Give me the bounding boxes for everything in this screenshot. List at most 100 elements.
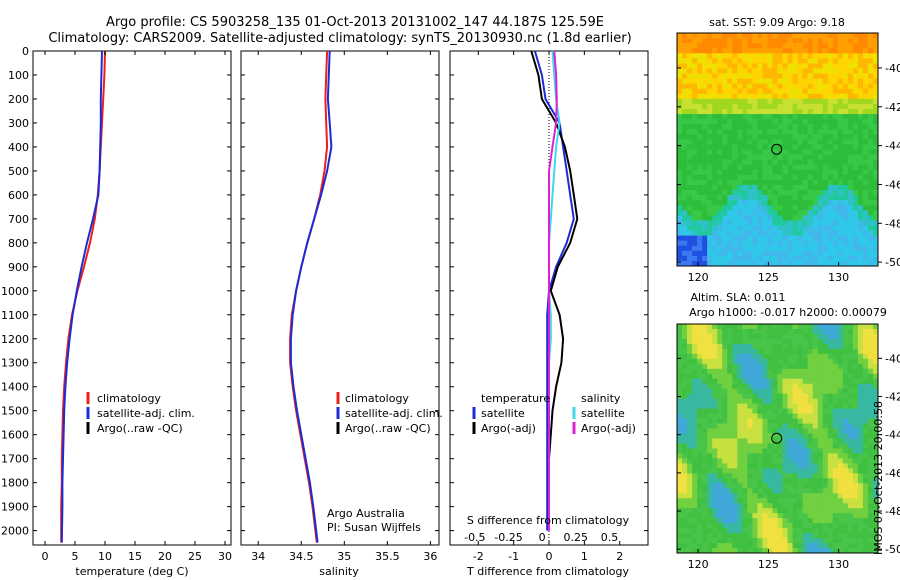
map-cell — [762, 478, 768, 484]
map-cell — [752, 388, 758, 394]
map-cell — [797, 48, 803, 54]
map-cell — [692, 210, 698, 216]
map-cell — [812, 453, 818, 459]
map-cell — [827, 88, 834, 95]
map-cell — [777, 179, 783, 186]
map-cell — [837, 388, 844, 394]
annotation-argo-australia: Argo Australia — [327, 507, 405, 520]
map-cell — [832, 129, 839, 135]
map-cell — [822, 543, 829, 549]
map-cell — [727, 119, 733, 125]
map-cell — [742, 373, 748, 380]
map-cell — [837, 493, 844, 499]
map-cell — [857, 200, 864, 206]
map-cell — [707, 205, 713, 211]
map-cell — [717, 174, 723, 181]
map-cell — [732, 463, 738, 469]
map-cell — [807, 48, 813, 54]
map-cell — [702, 353, 708, 360]
map-cell — [792, 164, 798, 171]
map-cell — [682, 508, 688, 514]
map-cell — [677, 408, 683, 414]
map-cell — [827, 368, 834, 375]
map-cell — [687, 48, 693, 54]
map-cell — [732, 93, 738, 100]
map-cell — [822, 179, 829, 186]
map-cell — [827, 353, 834, 360]
map-cell — [827, 473, 834, 479]
map-cell — [817, 134, 824, 140]
map-cell — [762, 210, 768, 216]
sst-map-title: sat. SST: 9.09 Argo: 9.18 — [709, 16, 845, 29]
map-y-tick-label: -48 — [885, 217, 900, 230]
map-cell — [842, 518, 849, 524]
map-cell — [777, 418, 783, 424]
map-cell — [837, 383, 844, 390]
map-cell — [822, 83, 829, 90]
map-cell — [862, 433, 869, 439]
map-cell — [777, 88, 783, 95]
map-cell — [692, 48, 698, 54]
map-cell — [707, 453, 713, 459]
map-cell — [832, 184, 839, 191]
map-cell — [862, 478, 869, 484]
map-cell — [807, 383, 813, 390]
map-cell — [702, 78, 708, 84]
map-cell — [782, 230, 788, 236]
map-cell — [747, 438, 753, 444]
map-cell — [747, 463, 753, 469]
map-cell — [742, 93, 748, 100]
map-cell — [712, 119, 718, 125]
map-cell — [852, 378, 859, 385]
map-cell — [772, 63, 778, 69]
map-cell — [742, 328, 748, 335]
map-cell — [802, 144, 808, 150]
map-cell — [797, 88, 803, 95]
map-cell — [727, 528, 733, 534]
map-cell — [867, 368, 874, 375]
map-cell — [797, 174, 803, 181]
map-cell — [792, 78, 798, 84]
map-cell — [687, 543, 693, 549]
map-cell — [777, 164, 783, 171]
map-cell — [772, 174, 778, 181]
map-cell — [777, 230, 783, 236]
sst-argo-marker — [771, 143, 783, 155]
map-cell — [722, 225, 728, 231]
y-tick-label: 1500 — [1, 405, 29, 418]
map-cell — [862, 373, 869, 380]
map-cell — [837, 134, 844, 140]
map-cell — [807, 493, 813, 499]
map-cell — [857, 195, 864, 201]
map-cell — [752, 225, 758, 231]
map-cell — [862, 119, 869, 125]
map-cell — [722, 149, 728, 155]
map-cell — [867, 523, 874, 529]
map-cell — [752, 159, 758, 165]
map-cell — [857, 103, 864, 110]
map-cell — [682, 438, 688, 444]
map-cell — [787, 179, 793, 186]
map-cell — [732, 383, 738, 390]
map-cell — [707, 200, 713, 206]
map-cell — [742, 124, 748, 130]
map-cell — [852, 119, 859, 125]
map-cell — [757, 235, 763, 241]
map-cell — [692, 68, 698, 74]
map-cell — [737, 78, 743, 84]
map-cell — [852, 33, 859, 39]
map-cell — [687, 353, 693, 360]
map-cell — [717, 438, 723, 444]
map-cell — [817, 119, 824, 125]
map-cell — [682, 68, 688, 74]
y-tick-label: 600 — [8, 189, 29, 202]
map-cell — [722, 483, 728, 489]
map-cell — [752, 523, 758, 529]
map-cell — [802, 368, 808, 375]
map-cell — [772, 433, 778, 439]
map-cell — [687, 468, 693, 474]
map-cell — [842, 453, 849, 459]
map-cell — [692, 190, 698, 196]
map-cell — [767, 543, 773, 549]
map-cell — [847, 114, 854, 120]
